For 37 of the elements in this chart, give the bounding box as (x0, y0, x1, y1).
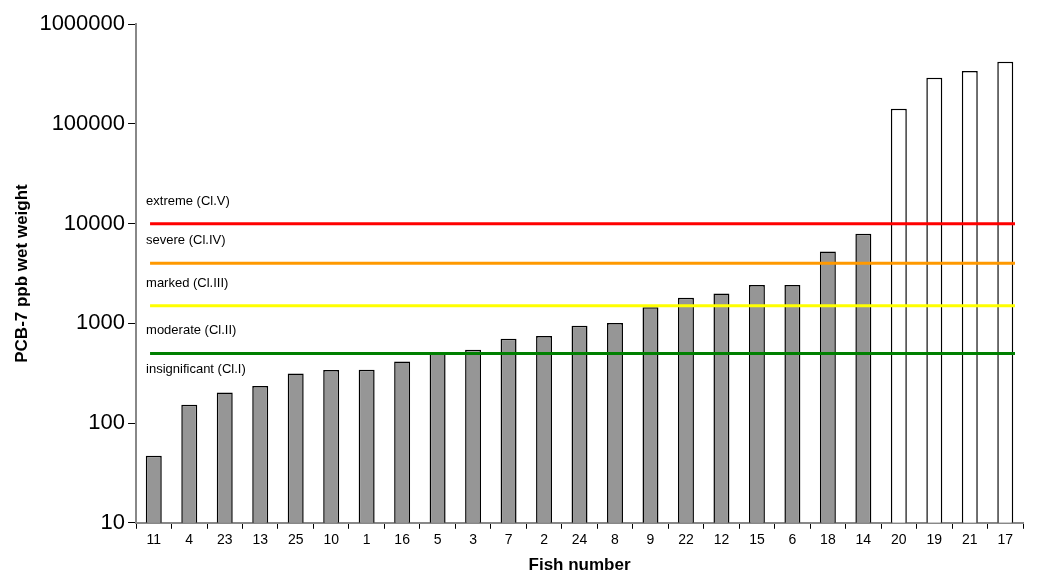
ref-line-label: extreme (Cl.V) (146, 192, 230, 208)
x-tick-label: 10 (323, 531, 340, 548)
x-tick-label: 14 (855, 531, 872, 548)
x-tick-label: 25 (287, 531, 304, 548)
x-tick-label: 2 (540, 531, 549, 548)
x-tick-label: 16 (394, 531, 411, 548)
x-tick-label: 7 (504, 531, 513, 548)
annotation: insignificant (Cl.I) (146, 361, 246, 377)
y-axis-title: PCB-7 ppb wet weight (11, 183, 31, 363)
x-tick-label: 18 (820, 531, 836, 548)
x-tick-label: 6 (788, 531, 797, 548)
x-tick-label: 3 (469, 531, 478, 548)
x-tick-label: 20 (891, 531, 907, 548)
x-tick-label: 19 (926, 531, 943, 548)
x-tick-label: 23 (216, 531, 233, 548)
x-tick-label: 11 (146, 531, 162, 548)
y-tick-label: 10000 (63, 209, 126, 235)
x-tick-label: 13 (252, 531, 269, 548)
x-axis-title: Fish number (528, 555, 631, 575)
x-tick-label: 8 (611, 531, 620, 548)
y-tick-label: 1000000 (39, 10, 126, 36)
x-tick-label: 12 (713, 531, 730, 548)
ref-line-label: severe (Cl.IV) (146, 232, 226, 248)
ref-line-label: marked (Cl.III) (146, 274, 229, 290)
y-tick-label: 100000 (51, 109, 126, 135)
x-tick-label: 17 (997, 531, 1014, 548)
ref-line-label: moderate (Cl.II) (146, 322, 237, 338)
x-tick-label: 22 (678, 531, 694, 548)
x-tick-label: 24 (571, 531, 588, 548)
x-tick-label: 21 (961, 531, 978, 548)
y-tick-label: 100 (88, 409, 126, 435)
x-tick-label: 5 (433, 531, 442, 548)
x-tick-label: 9 (646, 531, 655, 548)
y-tick-label: 1000 (76, 309, 126, 335)
x-tick-label: 15 (749, 531, 765, 548)
x-tick-label: 1 (362, 531, 371, 548)
x-tick-label: 4 (185, 531, 194, 548)
